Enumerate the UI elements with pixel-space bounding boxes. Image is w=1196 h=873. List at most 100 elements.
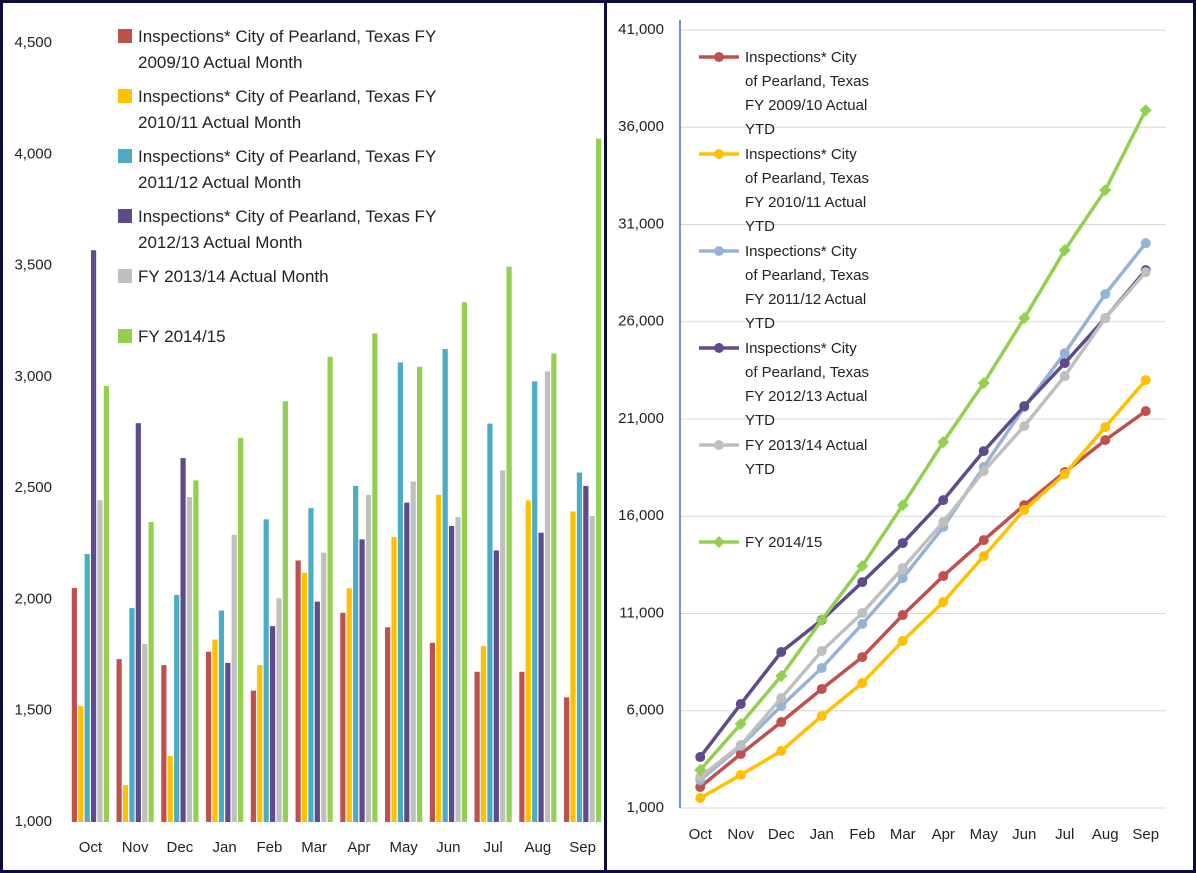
- point: [897, 563, 908, 574]
- y-tick-label: 2,000: [14, 590, 52, 607]
- x-tick-label: Aug: [525, 839, 552, 856]
- point: [695, 781, 706, 792]
- bar: [589, 515, 595, 822]
- point: [1100, 435, 1111, 446]
- bar: [301, 572, 308, 822]
- point: [938, 517, 949, 528]
- point: [714, 440, 724, 450]
- point: [735, 749, 746, 760]
- legend-item: Inspections* City of Pearland, Texas FY …: [118, 24, 453, 84]
- legend-label: Inspections* City of Pearland, Texas FY …: [745, 340, 869, 429]
- legend-label: FY 2013/14 Actual YTD: [745, 437, 868, 478]
- bar: [282, 401, 288, 822]
- bar: [71, 588, 77, 822]
- point: [1019, 401, 1030, 412]
- point: [694, 763, 707, 776]
- bar: [487, 423, 493, 822]
- point: [937, 436, 950, 449]
- legend-item: Inspections* City of Pearland, Texas FY …: [697, 143, 872, 240]
- bar: [206, 651, 212, 822]
- bar: [327, 356, 333, 822]
- point: [776, 693, 787, 704]
- x-tick-label: Sep: [1132, 826, 1159, 843]
- bar: [519, 671, 525, 822]
- point: [815, 614, 828, 627]
- bar: [544, 371, 551, 822]
- point: [857, 608, 868, 619]
- y-tick-label: 31,000: [618, 215, 664, 232]
- y-tick-label: 1,000: [626, 799, 664, 816]
- bar: [448, 525, 455, 822]
- bar: [353, 485, 359, 822]
- legend-item: FY 2014/15: [697, 531, 872, 628]
- x-tick-label: Nov: [122, 839, 149, 856]
- bar: [410, 481, 416, 822]
- point: [1059, 469, 1070, 480]
- bar: [167, 756, 173, 822]
- legend-item: FY 2014/15: [118, 324, 453, 384]
- point: [695, 792, 706, 803]
- bar: [135, 423, 141, 822]
- point: [735, 739, 746, 750]
- bar: [596, 138, 602, 823]
- bar: [365, 494, 372, 822]
- bar: [231, 534, 237, 822]
- x-tick-label: Jan: [810, 826, 834, 843]
- bar: [218, 610, 225, 822]
- bar: [576, 472, 583, 822]
- point: [734, 717, 747, 730]
- point: [816, 683, 827, 694]
- series-line: [698, 268, 1148, 759]
- x-tick-label: Oct: [79, 839, 103, 856]
- y-tick-label: 16,000: [618, 507, 664, 524]
- x-tick-label: Dec: [768, 826, 795, 843]
- bar: [212, 639, 218, 822]
- y-tick-label: 6,000: [626, 702, 664, 719]
- bar: [506, 266, 512, 822]
- legend-item: Inspections* City of Pearland, Texas FY …: [697, 46, 872, 143]
- bar: [474, 671, 480, 822]
- bar: [532, 381, 538, 822]
- point: [857, 652, 868, 663]
- point: [1140, 267, 1151, 278]
- y-tick-label: 41,000: [618, 21, 664, 38]
- x-tick-label: Jun: [1012, 826, 1036, 843]
- legend-item: Inspections* City of Pearland, Texas FY …: [118, 84, 453, 144]
- bar: [97, 500, 103, 822]
- point: [897, 538, 908, 549]
- bar: [564, 697, 570, 822]
- point: [714, 52, 724, 62]
- point: [1019, 505, 1030, 516]
- bar: [583, 485, 589, 822]
- point: [695, 772, 706, 783]
- legend-swatch: [118, 269, 132, 283]
- bar: [90, 250, 97, 823]
- bar: [493, 550, 499, 822]
- series-line: [699, 378, 1148, 800]
- bar: [397, 362, 404, 822]
- point: [978, 446, 989, 457]
- x-tick-label: Mar: [301, 839, 327, 856]
- bar: [174, 594, 180, 822]
- bar: [103, 385, 109, 822]
- y-tick-label: 4,000: [14, 145, 52, 162]
- bar: [455, 517, 461, 822]
- point: [857, 619, 868, 630]
- legend-swatch: [118, 89, 132, 103]
- x-tick-label: Feb: [256, 839, 282, 856]
- bar-legend: Inspections* City of Pearland, Texas FY …: [118, 24, 453, 384]
- point: [1059, 348, 1070, 359]
- bar: [186, 497, 193, 822]
- legend-label: Inspections* City of Pearland, Texas FY …: [138, 147, 436, 192]
- bar: [538, 532, 544, 822]
- bar: [500, 470, 506, 822]
- line-legend: Inspections* City of Pearland, Texas FY …: [697, 46, 872, 628]
- point: [735, 769, 746, 780]
- legend-label: FY 2014/15: [745, 534, 823, 551]
- point: [856, 560, 869, 573]
- point: [897, 573, 908, 584]
- legend-label: FY 2013/14 Actual Month: [138, 267, 329, 286]
- x-tick-label: May: [389, 839, 418, 856]
- point: [713, 536, 725, 548]
